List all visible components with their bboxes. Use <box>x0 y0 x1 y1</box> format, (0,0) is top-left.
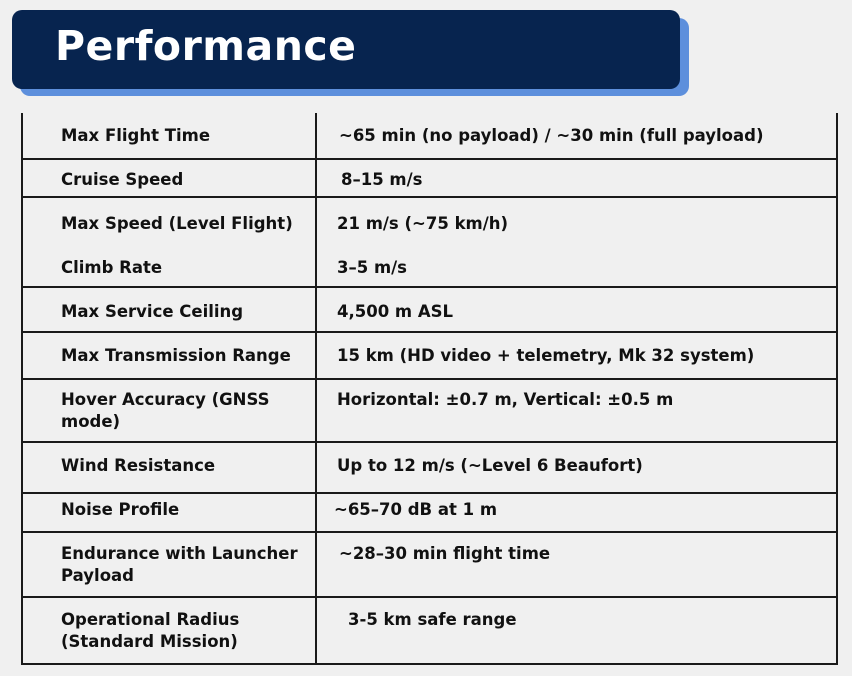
spec-label: Noise Profile <box>61 500 180 519</box>
row-divider <box>21 441 838 443</box>
spec-value: Horizontal: ±0.7 m, Vertical: ±0.5 m <box>337 390 674 409</box>
spec-label: Wind Resistance <box>61 456 216 475</box>
spec-value: ~28–30 min flight time <box>339 544 551 563</box>
table-border-right <box>836 113 838 665</box>
row-divider <box>21 331 838 333</box>
row-divider <box>21 531 838 533</box>
table-border-bottom <box>21 663 838 665</box>
row-divider <box>21 378 838 380</box>
spec-value: ~65–70 dB at 1 m <box>334 500 498 519</box>
spec-value: 4,500 m ASL <box>337 302 454 321</box>
spec-value: 8–15 m/s <box>341 170 423 189</box>
spec-label: Endurance with Launcher Payload <box>61 544 298 585</box>
spec-value: 21 m/s (~75 km/h) <box>337 214 509 233</box>
row-divider <box>21 196 838 198</box>
spec-label: Max Service Ceiling <box>61 302 244 321</box>
performance-spec-table: Max Flight Time ~65 min (no payload) / ~… <box>21 113 838 665</box>
spec-value: 3–5 m/s <box>337 258 407 277</box>
row-divider <box>21 158 838 160</box>
table-column-divider <box>315 113 317 665</box>
spec-label: Cruise Speed <box>61 170 184 189</box>
spec-value: 3-5 km safe range <box>348 610 517 629</box>
spec-label: Climb Rate <box>61 258 163 277</box>
spec-value: ~65 min (no payload) / ~30 min (full pay… <box>339 126 764 145</box>
spec-label: Max Speed (Level Flight) <box>61 214 293 233</box>
spec-value: 15 km (HD video + telemetry, Mk 32 syste… <box>337 346 755 365</box>
row-divider <box>21 492 838 494</box>
row-divider <box>21 286 838 288</box>
page-title: Performance <box>55 22 357 70</box>
spec-label: Max Flight Time <box>61 126 211 145</box>
spec-label: Max Transmission Range <box>61 346 291 365</box>
table-border-left <box>21 113 23 665</box>
spec-label: Hover Accuracy (GNSS mode) <box>61 390 270 431</box>
title-banner: Performance <box>12 10 680 89</box>
row-divider <box>21 596 838 598</box>
spec-label: Operational Radius (Standard Mission) <box>61 610 240 651</box>
spec-value: Up to 12 m/s (~Level 6 Beaufort) <box>337 456 643 475</box>
